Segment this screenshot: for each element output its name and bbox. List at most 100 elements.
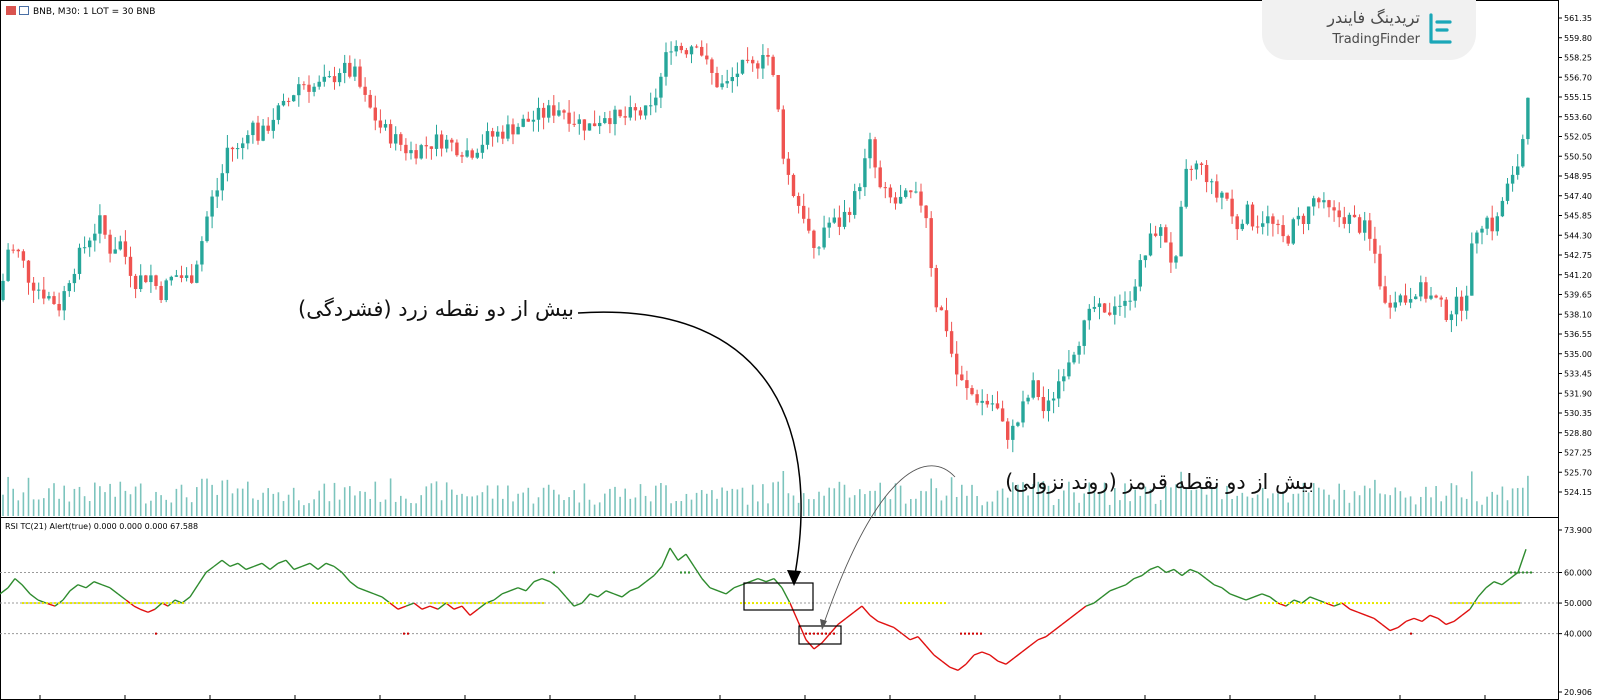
candle-body (1123, 300, 1127, 306)
yellow-dot (106, 602, 108, 605)
candle-body (1449, 314, 1454, 321)
rsi-segment (725, 587, 735, 595)
yellow-dot (74, 602, 76, 605)
candle-body (1174, 256, 1178, 263)
yellow-dot (62, 602, 64, 605)
candle-body (1332, 207, 1336, 211)
rsi-segment (1085, 602, 1095, 607)
yellow-dot (352, 602, 354, 605)
rsi-segment (277, 559, 287, 564)
yellow-dot (940, 602, 942, 605)
rsi-segment (845, 611, 855, 619)
rsi-segment (189, 584, 199, 598)
yellow-dot (1478, 602, 1480, 605)
rsi-segment (1053, 623, 1063, 632)
rsi-segment (357, 587, 367, 592)
candle-body (1378, 253, 1382, 287)
candle-body (434, 134, 439, 149)
candle-body (863, 158, 867, 188)
yellow-dot (936, 602, 938, 605)
candle-body (42, 289, 46, 299)
rsi-segment (901, 633, 911, 641)
candle-body (1225, 192, 1229, 199)
yellow-dot (66, 602, 68, 605)
yellow-dot (340, 602, 342, 605)
rsi-segment (629, 587, 639, 592)
yellow-dot (1380, 602, 1382, 605)
rsi-segment (205, 565, 215, 574)
yellow-dot (1368, 602, 1370, 605)
candle-body (1062, 376, 1066, 382)
yellow-dot (932, 602, 934, 605)
candle-body (1184, 168, 1188, 207)
candle-body (1159, 227, 1163, 236)
candle-body (195, 264, 199, 283)
candle-body (751, 59, 755, 64)
red-dot (833, 632, 835, 635)
rsi-segment (517, 587, 527, 592)
rsi-segment (565, 596, 575, 607)
rsi-segment (1461, 608, 1471, 616)
rsi-segment (1125, 578, 1135, 586)
candle-body (1261, 223, 1265, 227)
rsi-segment (917, 636, 927, 647)
candle-body (302, 84, 306, 86)
rsi-segment (757, 577, 767, 583)
yellow-dot (522, 602, 524, 605)
rsi-segment (957, 663, 967, 671)
yellow-dot (86, 602, 88, 605)
candle-body (710, 59, 714, 73)
candle-body (735, 73, 740, 78)
candle-body (67, 283, 71, 292)
yellow-dot (380, 602, 382, 605)
candle-body (1, 280, 5, 301)
candle-body (674, 45, 678, 52)
candle-body (1424, 282, 1428, 299)
rsi-segment (1389, 626, 1399, 632)
candle-body (230, 147, 235, 150)
rsi-segment (37, 599, 47, 604)
price-tick-label: 561.35 (1564, 14, 1592, 23)
candle-body (638, 110, 643, 116)
yellow-dot (1466, 602, 1468, 605)
yellow-dot (1284, 602, 1286, 605)
rsi-segment (509, 587, 519, 592)
candle-body (567, 112, 571, 124)
candle-body (1153, 233, 1158, 236)
rsi-segment (85, 581, 95, 589)
rsi-segment (397, 605, 407, 610)
candle-body (791, 174, 796, 197)
candle-body (450, 139, 454, 143)
price-tick-label: 544.30 (1564, 231, 1592, 240)
candle-body (1118, 305, 1122, 307)
candle-body (1041, 396, 1046, 412)
rsi-segment (1045, 630, 1055, 638)
yellow-dot (1356, 602, 1358, 605)
yellow-dot (1320, 602, 1322, 605)
yellow-dot (324, 602, 326, 605)
yellow-dot (82, 602, 84, 605)
candle-body (842, 211, 847, 227)
candle-body (853, 191, 857, 215)
candle-body (460, 155, 464, 157)
candle-body (1357, 217, 1362, 233)
yellow-dot (1454, 602, 1456, 605)
yellow-dot (1518, 602, 1520, 605)
candle-body (1490, 217, 1494, 232)
yellow-dot (90, 602, 92, 605)
rsi-segment (1101, 590, 1111, 598)
rsi-segment (147, 608, 156, 613)
yellow-dot (1364, 602, 1366, 605)
yellow-dot (430, 602, 432, 605)
candle-body (858, 187, 862, 192)
rsi-segment (325, 562, 335, 568)
rsi-segment (1445, 620, 1455, 626)
rsi-segment (997, 660, 1007, 665)
candle-body (292, 95, 296, 102)
candle-body (1301, 215, 1306, 224)
candle-body (1235, 216, 1239, 230)
candle-body (756, 63, 760, 69)
yellow-dot (1348, 602, 1350, 605)
candle-body (174, 275, 179, 277)
rsi-segment (973, 651, 983, 656)
